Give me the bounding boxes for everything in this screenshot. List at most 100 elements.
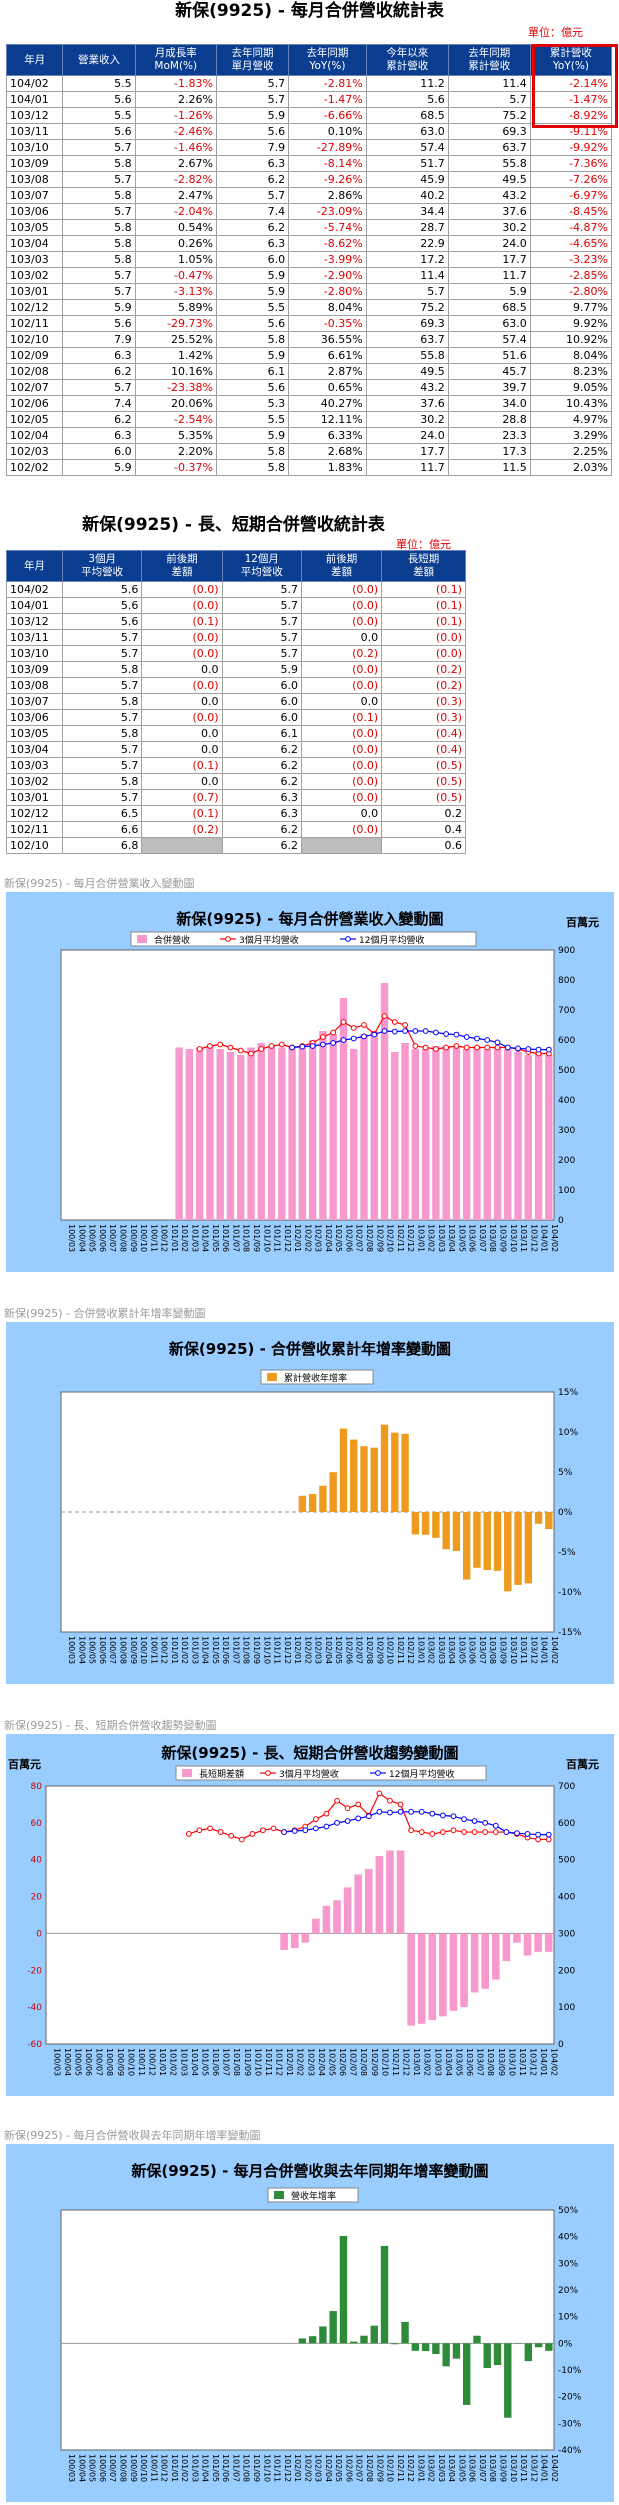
- bar: [411, 1512, 420, 1535]
- table-row: 103/02 5.8 0.0 6.2 (0.0) (0.5): [6, 773, 466, 790]
- table-cell: (0.0): [300, 581, 383, 598]
- table-row: 104/02 5.6 (0.0) 5.7 (0.0) (0.1): [6, 581, 466, 598]
- table-cell: (0.3): [381, 709, 466, 726]
- x-tick-label: 103/11: [519, 2454, 528, 2482]
- bar: [442, 2343, 450, 2367]
- table-cell: 17.3: [447, 443, 531, 460]
- x-tick-label: 101/01: [170, 1636, 179, 1664]
- table-row: 103/08 5.7 (0.0) 6.0 (0.0) (0.2): [6, 677, 466, 694]
- x-tick-label: 102/09: [370, 2048, 379, 2076]
- table-cell: 0.0: [141, 773, 223, 790]
- x-tick-label: 101/10: [253, 2048, 262, 2076]
- table-cell: 28.7: [365, 219, 449, 236]
- x-tick-label: 101/09: [252, 2454, 261, 2482]
- x-tick-label: 100/07: [95, 2048, 104, 2076]
- y-tick-label: 10%: [558, 1428, 578, 1438]
- x-tick-label: 101/02: [169, 2048, 178, 2076]
- unit-label: 百萬元: [8, 1757, 41, 1771]
- x-tick-label: 103/01: [412, 2048, 421, 2076]
- table-cell: -1.47%: [529, 91, 613, 108]
- y-tick-label: 30%: [558, 2259, 578, 2269]
- x-tick-label: 103/10: [509, 1224, 518, 1252]
- x-tick-label: 102/09: [375, 1636, 384, 1664]
- y-tick-label: 40%: [558, 2233, 578, 2243]
- bar: [350, 2341, 358, 2344]
- x-tick-label: 104/02: [550, 2454, 559, 2482]
- table-cell: 104/01: [5, 91, 64, 108]
- x-tick-label: 102/04: [324, 2454, 333, 2482]
- table-cell: 9.77%: [529, 299, 613, 316]
- bar: [391, 2343, 399, 2345]
- ma12-point: [524, 1831, 531, 1837]
- table-cell: 5.5: [62, 75, 136, 92]
- ma12-point: [376, 1808, 383, 1815]
- bar: [401, 1433, 409, 1512]
- table-cell: 5.9: [62, 299, 136, 316]
- bar: [470, 1933, 479, 1993]
- table-cell: 0.0: [141, 741, 223, 758]
- table-cell: -5.74%: [288, 219, 367, 236]
- x-tick-label: 100/10: [139, 1636, 148, 1664]
- ma3-point: [207, 1825, 213, 1832]
- table-row: 103/03 5.7 (0.1) 6.2 (0.0) (0.5): [6, 757, 466, 774]
- ma3-point: [494, 1044, 501, 1051]
- table-cell: 5.7: [215, 91, 290, 108]
- ma3-point: [350, 1025, 357, 1031]
- table-cell: -29.73%: [134, 315, 217, 332]
- table-cell: -0.35%: [288, 315, 367, 332]
- ma3-point: [387, 1797, 393, 1804]
- y-tick-label: -5%: [558, 1548, 576, 1558]
- legend-box: [267, 2187, 359, 2203]
- x-tick-label: 101/07: [222, 2048, 231, 2076]
- x-tick-label: 101/05: [211, 2454, 220, 2482]
- table-cell: 2.47%: [134, 187, 217, 204]
- ma3-point: [228, 1832, 235, 1839]
- table-cell: 6.2: [62, 411, 136, 428]
- x-tick-label: 101/12: [283, 1224, 292, 1252]
- ma12-point: [289, 1044, 295, 1051]
- y-tick-label: 0: [36, 1929, 42, 1939]
- x-tick-label: 102/08: [365, 1224, 374, 1252]
- x-tick-label: 103/03: [437, 1636, 446, 1664]
- col-header: 去年同期 YoY(%): [288, 44, 367, 76]
- x-tick-label: 103/05: [457, 1636, 466, 1664]
- bar: [463, 1049, 471, 1220]
- table-row: 103/04 5.7 0.0 6.2 (0.0) (0.4): [6, 741, 466, 758]
- x-tick-label: 101/10: [262, 1636, 271, 1664]
- table-cell: 2.87%: [288, 363, 367, 380]
- chart3-panel: 新保(9925) - 長、短期合併營收趨勢變動圖 百萬元 -60 -40 -20 0 20 4…: [6, 1734, 614, 2096]
- x-tick-label: 102/11: [396, 2454, 405, 2482]
- bar: [339, 1428, 348, 1512]
- x-tick-label: 101/03: [190, 1224, 199, 1252]
- table-cell: -1.26%: [134, 107, 217, 124]
- table-cell: 2.67%: [134, 155, 217, 172]
- ma3-point: [237, 1047, 244, 1054]
- table-row: 103/04 5.8 0.26% 6.3 -8.62% 22.9 24.0 -4.65%: [5, 235, 613, 252]
- x-tick-label: 102/03: [306, 2048, 315, 2076]
- table-row: 103/05 5.8 0.54% 6.2 -5.74% 28.7 30.2 -4.87%: [5, 219, 613, 236]
- ma3-point: [474, 1044, 480, 1051]
- table-cell: (0.1): [381, 613, 466, 630]
- table-cell: 6.2: [215, 171, 290, 188]
- table-cell: 6.2: [221, 837, 302, 854]
- table-cell: 6.61%: [288, 347, 367, 364]
- x-tick-label: 103/05: [457, 1224, 466, 1252]
- table-cell: 5.7: [215, 75, 290, 92]
- bar: [483, 1512, 491, 1571]
- table-cell: 103/08: [6, 677, 63, 694]
- x-tick-label: 101/07: [231, 1224, 240, 1252]
- table-row: 103/06 5.7 (0.0) 6.0 (0.1) (0.3): [6, 709, 466, 726]
- table-cell: 6.3: [221, 805, 302, 822]
- table-cell: 10.43%: [529, 395, 613, 412]
- y-tick-label: 300: [558, 1126, 575, 1136]
- table-cell: -9.11%: [529, 123, 613, 140]
- ma12-point: [545, 1831, 552, 1838]
- x-tick-label: 102/08: [365, 2454, 374, 2482]
- table-cell: 6.2: [221, 821, 302, 838]
- table-cell: (0.0): [141, 581, 223, 598]
- bar: [504, 2343, 512, 2418]
- table-cell: 24.0: [365, 427, 449, 444]
- table2-unit: 單位：億元: [396, 538, 451, 551]
- x-tick-label: 101/11: [273, 1224, 282, 1252]
- y-tick-label-right: 0: [558, 2040, 564, 2050]
